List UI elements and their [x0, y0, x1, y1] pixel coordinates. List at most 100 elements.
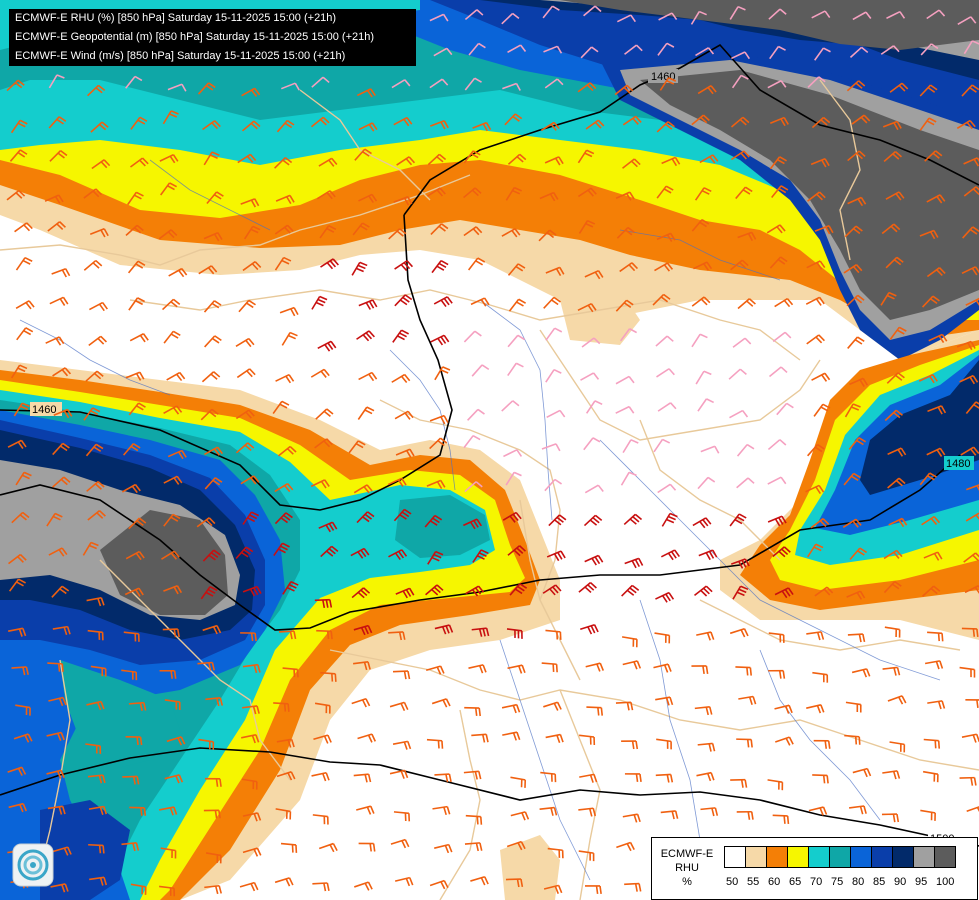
wind-barb [52, 625, 71, 636]
wind-barb [584, 484, 604, 494]
wind-barb [318, 157, 338, 167]
wind-barb [358, 122, 378, 132]
wind-barb [657, 402, 677, 412]
ecmwf-swirl-icon [12, 843, 54, 887]
wind-barb [884, 409, 903, 422]
wind-barb [766, 224, 786, 234]
wind-barb [619, 262, 639, 273]
wind-barb [501, 228, 521, 238]
wind-barb [654, 262, 674, 272]
wind-barb [429, 78, 449, 89]
wind-barb [90, 665, 107, 677]
wind-barb [128, 297, 146, 311]
wind-barb [807, 76, 826, 88]
wind-barb [736, 477, 755, 489]
wind-barb [463, 518, 483, 530]
wind-barb [888, 517, 908, 528]
wind-barb [699, 154, 719, 164]
wind-barb [586, 706, 604, 716]
wind-barb [615, 701, 634, 711]
wind-barb [205, 696, 224, 707]
wind-barb [691, 114, 710, 126]
wind-barb [162, 110, 179, 125]
wind-barb [431, 259, 449, 274]
legend-swatch [934, 846, 956, 868]
wind-barb [844, 734, 861, 745]
legend-title-var: RHU [675, 862, 699, 874]
wind-barb [965, 401, 979, 414]
wind-barb [161, 550, 180, 560]
wind-barb [9, 149, 28, 162]
wind-barb [919, 229, 939, 240]
wind-barb [351, 697, 371, 708]
legend-swatch [724, 846, 746, 868]
wind-barb [427, 187, 446, 197]
wind-barb [806, 334, 825, 345]
wind-barb [235, 546, 254, 560]
wind-barb [200, 408, 219, 421]
wind-barb [88, 843, 105, 854]
wind-barb [125, 224, 144, 237]
wind-barb [615, 191, 635, 201]
wind-barb [767, 476, 787, 485]
wind-barb [241, 778, 258, 790]
wind-barb [319, 224, 337, 239]
wind-barb [547, 847, 564, 859]
wind-barb [313, 734, 332, 744]
wind-barb [130, 116, 148, 130]
wind-barb [356, 88, 376, 98]
wind-barb [656, 121, 675, 133]
wind-barb [652, 293, 671, 306]
wind-barb [358, 842, 376, 852]
wind-barb [235, 337, 255, 348]
wind-barb [129, 157, 149, 168]
wind-barb [730, 259, 749, 271]
wind-barb [128, 517, 147, 530]
wind-barb [691, 333, 708, 348]
wind-barb [13, 733, 33, 743]
wind-barb [845, 701, 862, 713]
wind-barb [273, 542, 290, 557]
wind-barb [924, 150, 943, 162]
wind-barb [661, 156, 681, 167]
wind-barb [8, 627, 27, 637]
wind-barb [966, 806, 979, 813]
wind-barb [507, 153, 527, 165]
wind-barb [848, 437, 867, 450]
wind-barb [50, 883, 69, 893]
wind-barb [656, 232, 676, 242]
wind-barb [314, 438, 333, 449]
legend-title-unit: % [682, 876, 692, 888]
wind-barb [730, 116, 750, 128]
wind-barb [539, 191, 559, 202]
wind-barb [7, 766, 27, 776]
wind-barb [807, 191, 826, 202]
wind-barb [312, 882, 330, 892]
header-line-wind: ECMWF-E Wind (m/s) [850 hPa] Saturday 15… [15, 50, 346, 62]
wind-barb [128, 402, 146, 416]
wind-barb [393, 811, 411, 822]
wind-barb [316, 629, 333, 640]
wind-barb [846, 80, 866, 92]
wind-barb [541, 662, 558, 673]
wind-barb [434, 843, 453, 854]
wind-barb [317, 340, 337, 352]
wind-barb [924, 660, 944, 670]
wind-barb [696, 631, 715, 641]
wind-barb [655, 773, 674, 783]
wind-barb [545, 733, 564, 744]
wind-barb [545, 266, 565, 277]
geopotential-contours [0, 43, 979, 847]
wind-barb [90, 121, 109, 133]
wind-barb [394, 410, 414, 420]
wind-barb [542, 5, 560, 19]
wind-barb [886, 372, 905, 384]
wind-barb [543, 45, 563, 54]
wind-barb [392, 670, 411, 680]
wind-barb [501, 400, 520, 412]
wind-barb [814, 47, 831, 61]
wind-barb [46, 512, 63, 527]
wind-barb [430, 334, 450, 346]
wind-barb [919, 117, 937, 131]
